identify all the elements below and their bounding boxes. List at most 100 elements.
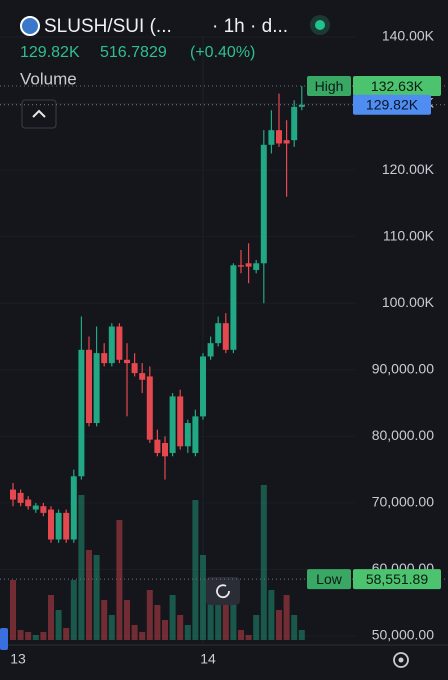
volume-bar	[238, 630, 244, 640]
indicator-label: Volume	[20, 69, 77, 88]
collapse-button[interactable]	[21, 99, 57, 129]
y-tick-label: 100.00K	[382, 294, 435, 310]
change-pct: (+0.40%)	[190, 44, 255, 61]
volume-bar	[124, 600, 130, 640]
candle-body	[93, 353, 100, 424]
price-tag-box	[353, 76, 441, 97]
candle-body	[184, 423, 191, 447]
candle-body	[86, 349, 92, 424]
price-tag-name-box	[307, 76, 351, 97]
y-tick-label: 50,000.00	[372, 627, 434, 643]
volume-bar	[10, 580, 16, 640]
volume-bar	[245, 635, 252, 640]
volume-bar	[162, 620, 168, 640]
candle-body	[70, 476, 77, 540]
reset-icon	[216, 584, 230, 599]
volume-bar	[260, 485, 267, 640]
status-dot	[315, 20, 325, 30]
price-tag-name-box	[307, 569, 351, 590]
scroll-handle[interactable]	[0, 628, 8, 650]
x-tick-label: 13	[10, 651, 26, 667]
volume-bar	[55, 610, 62, 640]
candle-body	[116, 326, 123, 360]
y-tick-label: 70,000.00	[372, 494, 434, 510]
y-tick-label: 110.00K	[383, 227, 435, 243]
candle-body	[291, 106, 298, 141]
volume-bar	[25, 632, 32, 640]
volume-bar	[192, 500, 199, 640]
candle-body	[17, 492, 24, 503]
interval: · 1h · d...	[212, 16, 288, 37]
volume-bar	[93, 555, 100, 640]
price-tag-name: High	[315, 78, 344, 94]
volume-bar	[63, 628, 70, 640]
candle-body	[146, 376, 153, 440]
candle-body	[298, 104, 305, 107]
candle-body	[139, 373, 146, 380]
volume-bar	[154, 605, 161, 640]
volume-bar	[222, 600, 229, 640]
candle-body	[238, 265, 244, 267]
candle-body	[245, 263, 252, 267]
reset-button[interactable]	[206, 577, 240, 605]
volume-bar	[146, 590, 153, 640]
last-price-box	[353, 94, 431, 115]
candle-body	[268, 130, 275, 145]
volume-bar	[101, 600, 108, 640]
settings-icon-center	[398, 657, 404, 663]
candle-body	[131, 363, 138, 374]
candle-body	[101, 353, 108, 364]
volume-bar	[131, 625, 138, 640]
price-tag-box	[353, 569, 441, 590]
volume-bar	[253, 615, 260, 640]
volume-bar	[207, 595, 214, 640]
volume-bar	[230, 605, 237, 640]
y-tick-label: 140.00K	[382, 28, 435, 44]
candle-body	[63, 512, 70, 540]
candle-body	[260, 144, 267, 264]
candle-body	[283, 140, 290, 144]
price: 129.82K	[20, 44, 80, 61]
price-tag-name: Low	[316, 571, 343, 587]
volume-bar	[48, 595, 54, 640]
candle-body	[10, 489, 16, 500]
volume-bar	[177, 615, 184, 640]
y-tick-label: 80,000.00	[372, 427, 434, 443]
candle-body	[192, 416, 199, 453]
volume-bar	[184, 625, 191, 640]
volume-bar	[40, 632, 47, 640]
candle-body	[32, 505, 39, 510]
volume-bar	[276, 610, 282, 640]
candle-body	[48, 509, 54, 540]
candle-body	[222, 323, 229, 350]
volume-bar	[268, 590, 275, 640]
volume-bar	[108, 615, 115, 640]
volume-bar	[17, 630, 24, 640]
symbol-icon	[20, 16, 40, 36]
chevron-icon	[32, 109, 46, 118]
y-tick-label: 90,000.00	[372, 360, 434, 376]
candle-body	[25, 499, 32, 507]
volume-bar	[139, 632, 146, 640]
volume-bar	[169, 595, 176, 640]
candle-body	[55, 512, 62, 540]
settings-icon[interactable]	[393, 652, 409, 668]
candle-body	[215, 323, 222, 344]
x-tick-label: 14	[200, 651, 216, 667]
volume-bar	[215, 595, 222, 640]
volume-bar	[283, 595, 290, 640]
price-tag: 132.63K	[371, 78, 424, 94]
candle-body	[40, 506, 47, 513]
volume-bar	[78, 495, 85, 640]
candle-body	[276, 130, 282, 144]
volume-bar	[291, 615, 298, 640]
candle-body	[78, 349, 85, 477]
price-tag: 58,551.89	[366, 571, 428, 587]
candle-body	[154, 439, 161, 453]
candle-body	[108, 326, 115, 364]
candle-body	[162, 442, 168, 457]
symbol: SLUSH/SUI (...	[44, 16, 172, 37]
candle-body	[200, 356, 206, 417]
candle-body	[177, 396, 184, 447]
